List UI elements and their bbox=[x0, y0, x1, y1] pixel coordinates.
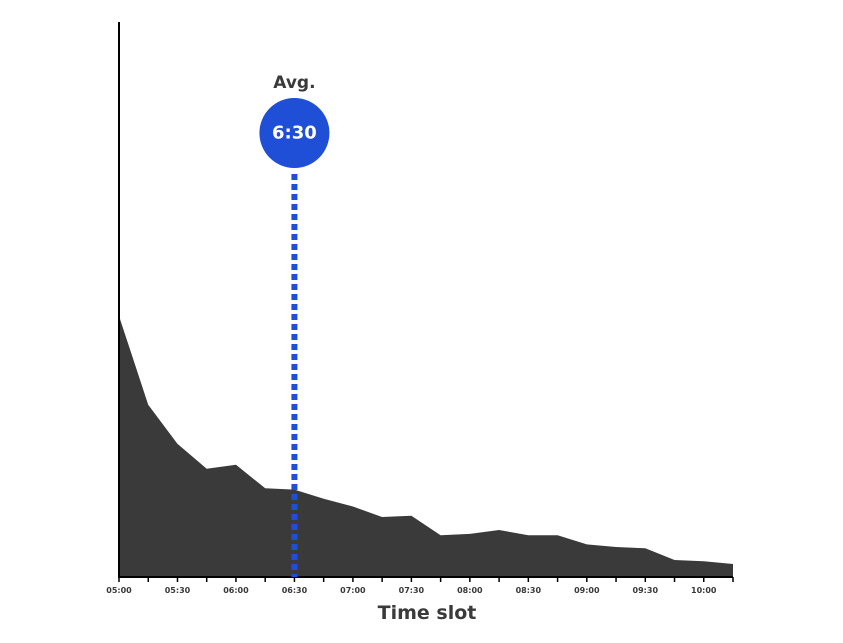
x-tick-label: 09:00 bbox=[574, 586, 600, 595]
x-tick-label: 05:30 bbox=[165, 586, 191, 595]
x-tick-label: 07:30 bbox=[399, 586, 425, 595]
x-tick-label: 08:00 bbox=[457, 586, 483, 595]
area-series bbox=[119, 316, 733, 577]
x-tick-label: 06:30 bbox=[282, 586, 308, 595]
x-tick-label: 09:30 bbox=[633, 586, 659, 595]
x-tick-label: 06:00 bbox=[223, 586, 249, 595]
x-tick-label: 05:00 bbox=[106, 586, 132, 595]
x-axis-ticks: 05:00 05:30 06:00 06:30 07:00 07:30 08:00 08:30… bbox=[106, 577, 734, 595]
average-value: 6:30 bbox=[272, 123, 317, 144]
average-label: Avg. bbox=[273, 73, 315, 93]
x-tick-label: 08:30 bbox=[516, 586, 542, 595]
x-tick-label: 07:00 bbox=[340, 586, 366, 595]
x-tick-label: 10:00 bbox=[691, 586, 717, 595]
x-axis-title: Time slot bbox=[378, 602, 477, 624]
average-marker-circle bbox=[259, 98, 330, 168]
